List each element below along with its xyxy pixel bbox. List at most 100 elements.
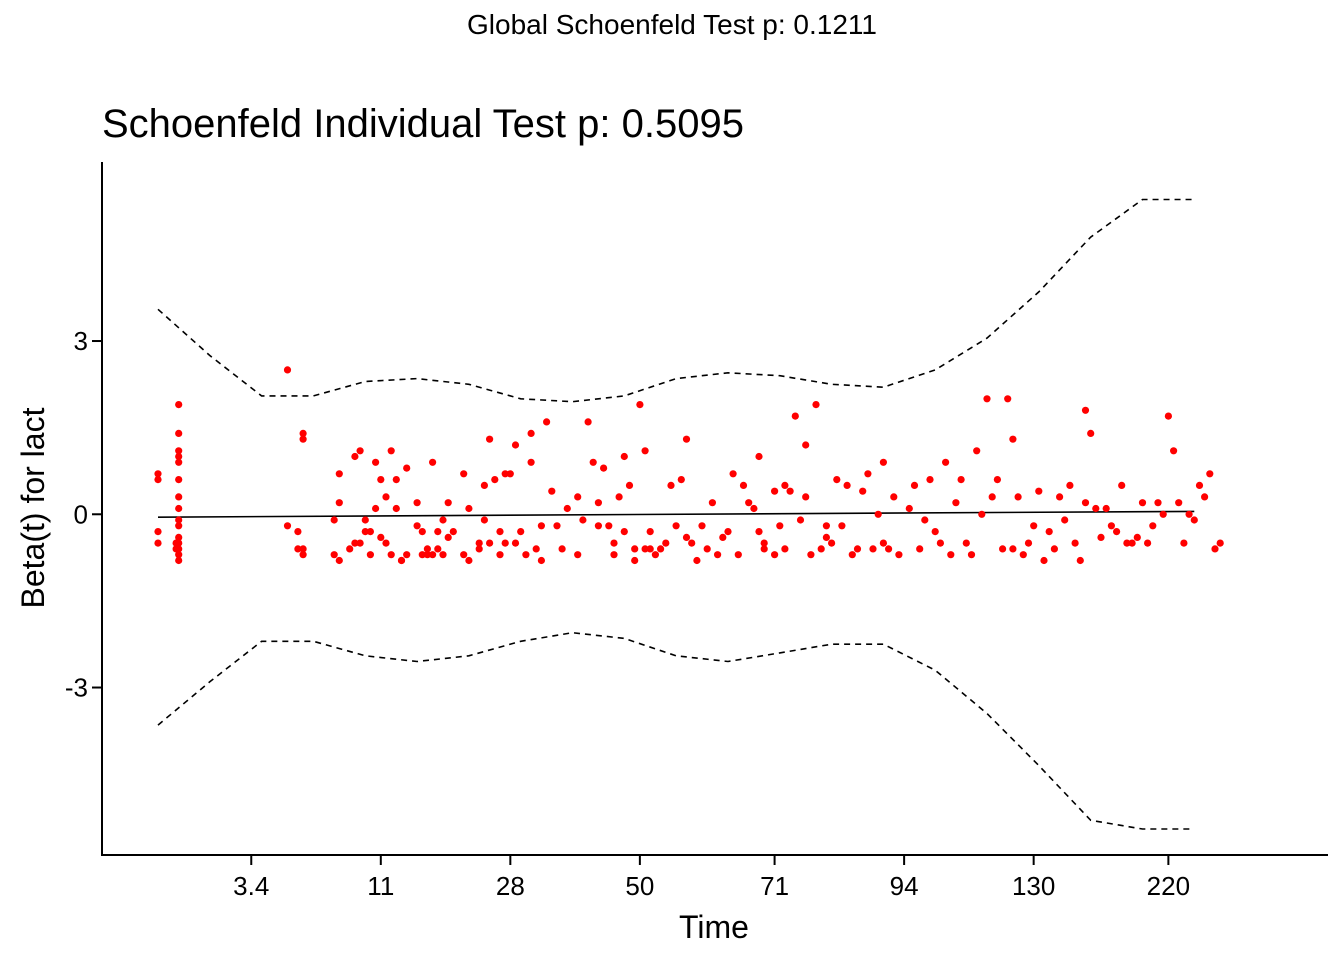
data-point [299,551,307,559]
data-point [372,458,380,466]
data-point [1087,429,1095,437]
data-point [418,528,426,536]
data-point [480,481,488,489]
data-point [1128,539,1136,547]
data-point [486,539,494,547]
data-point [346,545,354,553]
data-point [755,528,763,536]
data-point [175,493,183,501]
data-point [527,458,535,466]
x-axis-label: Time [679,909,749,945]
data-point [330,551,338,559]
data-point [439,551,447,559]
data-point [574,551,582,559]
data-point [999,545,1007,553]
data-point [377,533,385,542]
data-point [781,481,789,489]
data-point [682,435,691,443]
data-point [175,504,183,513]
data-point [745,499,753,507]
data-point [879,539,888,547]
data-point [1066,481,1074,489]
data-point [154,476,162,484]
data-point [1035,487,1043,495]
data-point [776,522,784,530]
data-point [657,545,665,553]
data-point [423,545,431,553]
data-point [175,401,183,409]
data-point [1154,499,1162,507]
data-point [760,545,768,553]
data-point [294,545,302,553]
data-point [501,539,509,547]
data-point [1009,545,1017,553]
data-point [172,539,180,547]
data-point [672,522,680,530]
data-point [1014,493,1022,501]
data-point [382,493,390,501]
data-point [952,499,960,507]
data-point [563,504,571,513]
data-point [392,476,400,484]
data-point [423,551,431,559]
x-tick-label: 220 [1147,871,1190,901]
data-point [869,545,877,553]
data-point [667,481,675,489]
data-point [283,366,292,374]
data-point [397,556,406,565]
data-point [1180,539,1188,547]
data-point [605,522,613,530]
data-point [988,493,996,501]
data-point [511,441,520,449]
data-point [429,458,437,466]
data-point [822,533,831,542]
data-point [335,499,343,507]
data-point [760,539,768,547]
data-point [812,401,820,409]
data-point [491,476,499,484]
data-point [688,539,696,547]
data-point [444,533,452,542]
data-point [631,545,639,553]
lower-confidence-band [157,631,1195,830]
data-point [962,539,970,547]
data-point [708,499,717,507]
x-tick-label: 50 [625,871,654,901]
data-point [382,539,390,547]
data-point [610,539,618,547]
data-point [1097,533,1105,542]
data-point [1071,539,1079,547]
data-point [532,545,540,553]
data-point [662,539,670,547]
data-point [403,464,411,472]
data-point [817,545,825,553]
data-point [1081,406,1090,414]
data-point [1081,499,1090,507]
data-point [1159,510,1167,518]
data-point [828,539,836,547]
data-point [682,533,691,542]
data-point [993,476,1002,484]
data-point [154,470,162,478]
data-point [1138,499,1147,507]
data-point [335,556,343,565]
data-point [890,493,898,501]
data-point [791,412,799,420]
fit-line-group [157,510,1195,518]
confidence-bands [157,198,1195,830]
data-point [460,470,468,478]
data-point [574,493,582,501]
data-point [921,516,929,524]
data-point [283,522,292,530]
data-point [719,533,727,542]
data-point [973,447,981,455]
data-point [439,516,447,524]
data-point [610,551,618,559]
data-point [594,522,603,530]
data-point [947,551,955,559]
data-point [978,510,986,518]
data-point [496,528,504,536]
data-point [475,545,483,553]
data-point [351,539,359,547]
